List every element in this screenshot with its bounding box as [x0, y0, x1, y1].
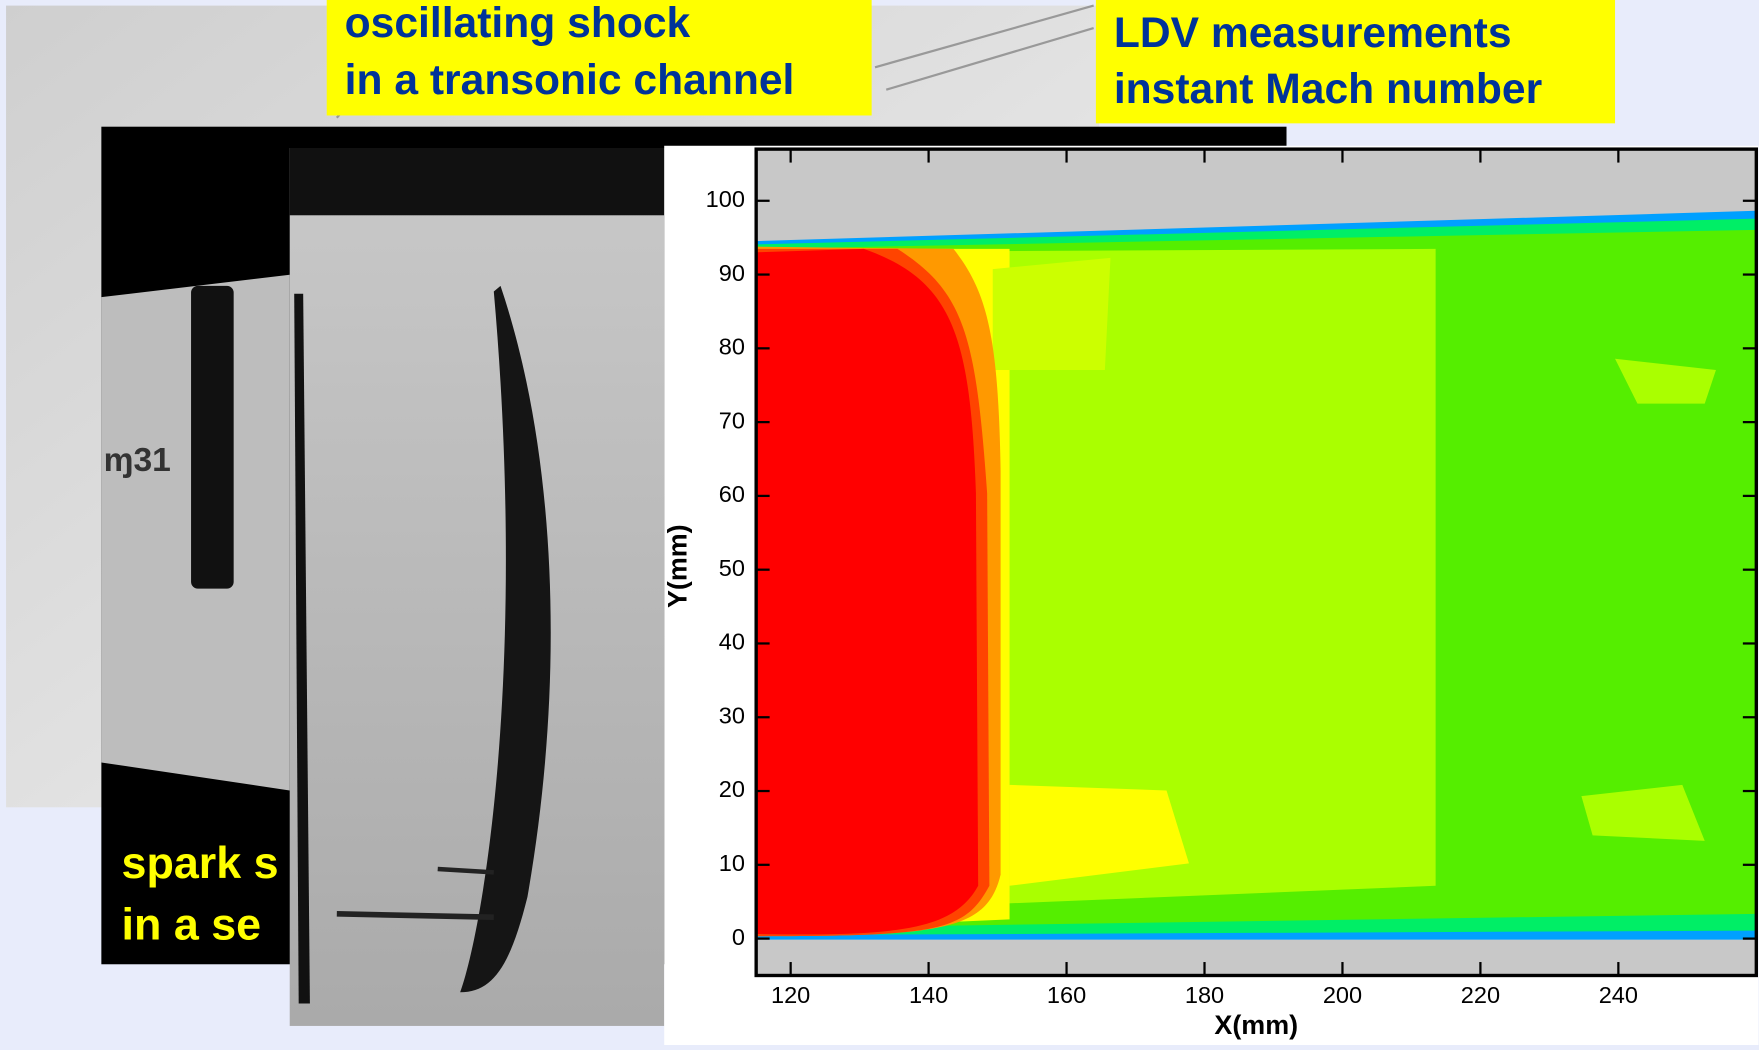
caption: spark s	[122, 837, 279, 888]
caption: in a transonic channel	[345, 56, 795, 104]
caption: LDV measurements	[1114, 9, 1512, 57]
caption-box	[326, 0, 872, 116]
x-tick-label: 220	[1461, 982, 1500, 1008]
caption-box	[1095, 0, 1616, 124]
x-tick-label: 200	[1323, 982, 1362, 1008]
y-tick-label: 40	[719, 629, 745, 655]
caption: oscillating shock	[345, 0, 691, 47]
x-tick-label: 140	[909, 982, 948, 1008]
y-tick-label: 20	[719, 776, 745, 802]
y-tick-label: 60	[719, 481, 745, 507]
contour-field	[756, 149, 1757, 976]
plot-frame	[754, 147, 1758, 978]
y-tick-label: 0	[732, 924, 745, 950]
y-tick-label: 30	[719, 702, 745, 728]
x-axis-label: X(mm)	[1214, 1010, 1298, 1040]
photo-shock	[289, 148, 665, 1026]
x-tick-label: 240	[1599, 982, 1638, 1008]
x-tick-label: 120	[771, 982, 810, 1008]
y-tick-label: 100	[706, 186, 745, 212]
caption: in a se	[122, 899, 262, 950]
y-tick-label: 10	[719, 850, 745, 876]
y-axis-label: Y(mm)	[663, 524, 693, 608]
photo-mark: ɱ31	[104, 442, 171, 479]
y-tick-label: 80	[719, 334, 745, 360]
y-tick-label: 50	[719, 555, 745, 581]
y-tick-label: 70	[719, 407, 745, 433]
caption: instant Mach number	[1114, 65, 1542, 113]
y-tick-label: 90	[719, 260, 745, 286]
x-tick-label: 160	[1047, 982, 1086, 1008]
x-tick-label: 180	[1185, 982, 1224, 1008]
axes	[754, 147, 1758, 978]
